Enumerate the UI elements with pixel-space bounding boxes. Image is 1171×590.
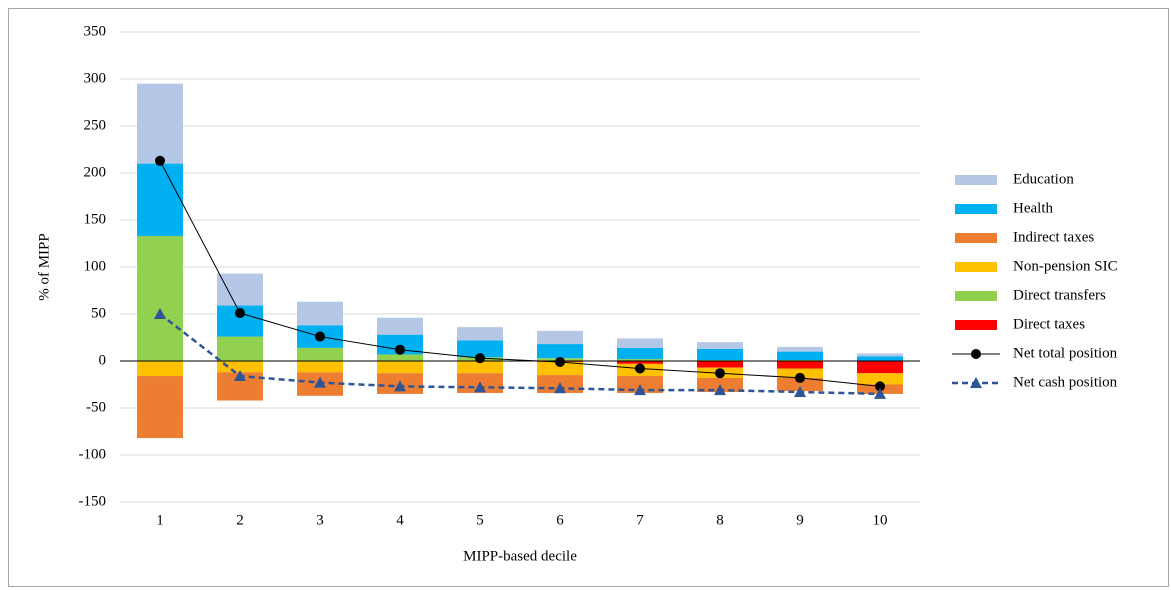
line-marker bbox=[235, 308, 245, 319]
line-marker bbox=[155, 155, 165, 166]
bar-segment bbox=[297, 301, 343, 326]
bar-segment bbox=[457, 340, 503, 358]
x-tick-label: 9 bbox=[796, 512, 804, 528]
bar-segment bbox=[537, 361, 583, 376]
legend-marker bbox=[971, 349, 981, 359]
x-axis-label: MIPP-based decile bbox=[463, 548, 577, 564]
line-marker bbox=[794, 386, 806, 398]
y-tick-label: 300 bbox=[84, 70, 107, 86]
legend-swatch bbox=[955, 262, 997, 272]
legend-label: Net total position bbox=[1013, 345, 1118, 361]
bar-segment bbox=[697, 348, 743, 361]
x-tick-label: 8 bbox=[716, 512, 724, 528]
line-series bbox=[159, 160, 881, 387]
legend-label: Education bbox=[1013, 171, 1074, 187]
bar-segment bbox=[537, 330, 583, 345]
bar-segment bbox=[297, 361, 343, 373]
y-tick-label: 0 bbox=[99, 352, 107, 368]
bar-segment bbox=[777, 346, 823, 352]
bar-segment bbox=[777, 377, 823, 392]
bar-segment bbox=[137, 376, 183, 439]
bar-segment bbox=[857, 361, 903, 374]
line-marker bbox=[795, 372, 805, 383]
bar-segment bbox=[217, 273, 263, 306]
line-marker bbox=[875, 381, 885, 392]
line-marker bbox=[474, 381, 486, 393]
legend-label: Direct transfers bbox=[1013, 287, 1106, 303]
legend-swatch bbox=[955, 320, 997, 330]
bar-segment bbox=[857, 353, 903, 357]
y-tick-label: -50 bbox=[86, 399, 106, 415]
legend-label: Direct taxes bbox=[1013, 316, 1085, 332]
x-tick-label: 4 bbox=[396, 512, 404, 528]
bar-segment bbox=[617, 347, 663, 360]
bar-segment bbox=[137, 361, 183, 377]
bar-segment bbox=[857, 373, 903, 385]
bar-segment bbox=[457, 361, 503, 374]
bar-segment bbox=[777, 361, 823, 369]
bar-segment bbox=[697, 342, 743, 349]
line-marker bbox=[314, 376, 326, 388]
line-series bbox=[159, 313, 881, 396]
legend-label: Net cash position bbox=[1013, 374, 1118, 390]
bar-segment bbox=[697, 361, 743, 368]
y-tick-label: 200 bbox=[84, 164, 107, 180]
legend-swatch bbox=[955, 291, 997, 301]
y-tick-label: 50 bbox=[91, 305, 106, 321]
bar-segment bbox=[617, 359, 663, 361]
line-marker bbox=[634, 384, 646, 396]
bar-segment bbox=[137, 83, 183, 164]
x-tick-label: 6 bbox=[556, 512, 564, 528]
y-tick-label: 250 bbox=[84, 117, 107, 133]
bar-segment bbox=[537, 344, 583, 359]
bar-segment bbox=[777, 351, 823, 361]
y-axis-label: % of MIPP bbox=[36, 233, 52, 301]
legend-label: Indirect taxes bbox=[1013, 229, 1094, 245]
x-tick-label: 2 bbox=[236, 512, 244, 528]
line-marker bbox=[635, 363, 645, 374]
legend-label: Non-pension SIC bbox=[1013, 258, 1118, 274]
bar-segment bbox=[377, 354, 423, 361]
bar-segment bbox=[137, 235, 183, 361]
y-tick-label: 150 bbox=[84, 211, 107, 227]
line-marker bbox=[555, 356, 565, 367]
x-tick-label: 10 bbox=[873, 512, 888, 528]
bar-segment bbox=[457, 327, 503, 341]
y-tick-label: -100 bbox=[79, 446, 107, 462]
bar-segment bbox=[137, 163, 183, 236]
y-tick-label: 100 bbox=[84, 258, 107, 274]
legend-marker bbox=[970, 377, 982, 388]
legend-swatch bbox=[955, 204, 997, 214]
y-tick-label: 350 bbox=[84, 23, 107, 39]
line-marker bbox=[234, 370, 246, 382]
bar-segment bbox=[377, 317, 423, 335]
bar-segment bbox=[857, 356, 903, 361]
line-marker bbox=[394, 380, 406, 392]
bar-segment bbox=[377, 334, 423, 355]
line-marker bbox=[395, 344, 405, 355]
x-tick-label: 3 bbox=[316, 512, 324, 528]
legend-label: Health bbox=[1013, 200, 1053, 216]
line-marker bbox=[715, 368, 725, 379]
bar-segment bbox=[617, 361, 663, 364]
line-marker bbox=[554, 382, 566, 394]
bar-segment bbox=[377, 361, 423, 374]
bar-segment bbox=[297, 347, 343, 361]
bar-segment bbox=[217, 336, 263, 361]
legend-swatch bbox=[955, 233, 997, 243]
line-marker bbox=[315, 331, 325, 342]
line-marker bbox=[714, 384, 726, 396]
line-marker bbox=[154, 308, 166, 319]
x-tick-label: 5 bbox=[476, 512, 484, 528]
line-marker bbox=[475, 353, 485, 364]
line-marker bbox=[874, 387, 886, 399]
x-tick-label: 1 bbox=[156, 512, 164, 528]
bar-segment bbox=[217, 361, 263, 373]
y-tick-label: -150 bbox=[79, 493, 107, 509]
bar-segment bbox=[617, 338, 663, 348]
x-tick-label: 7 bbox=[636, 512, 644, 528]
legend-swatch bbox=[955, 175, 997, 185]
